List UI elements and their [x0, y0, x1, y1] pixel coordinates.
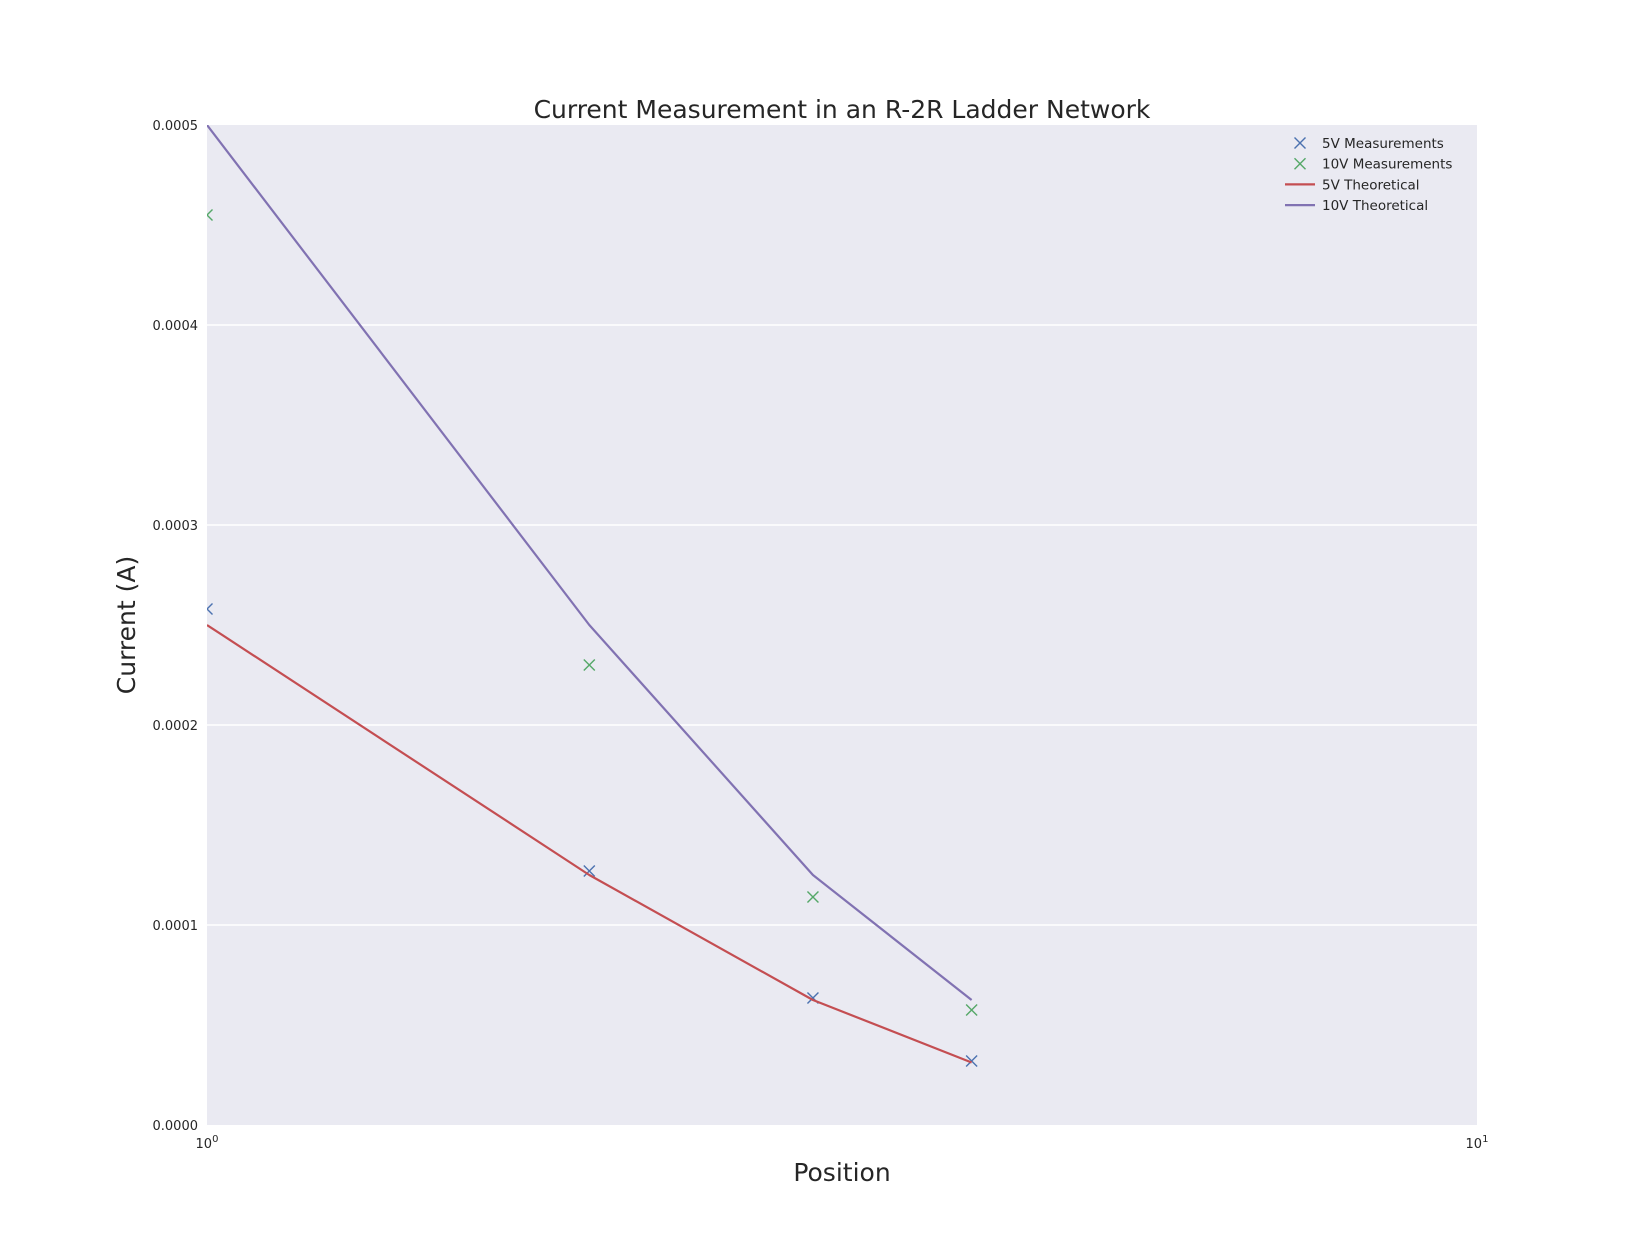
legend: 5V Measurements 10V Measurements 5V Theore… [1285, 136, 1452, 214]
y-axis-label: Current (A) [112, 556, 141, 694]
x-tick-label: 101 [1466, 1134, 1489, 1152]
data-point-10v-measurements [583, 659, 596, 671]
plot-area [207, 125, 1477, 1125]
chart-title: Current Measurement in an R-2R Ladder Ne… [534, 95, 1151, 124]
marker-stroke [1294, 157, 1306, 170]
series-layer [207, 125, 978, 1067]
tick-labels: 0.0000 0.0001 0.0002 0.0003 0.0004 0.0005 100 1… [153, 119, 1489, 1152]
series-line-5v-theoretical [207, 624, 973, 1064]
marker-stroke [806, 891, 819, 903]
marker-stroke [965, 1004, 978, 1016]
marker-stroke [207, 209, 213, 216]
y-tick-label: 0.0001 [153, 919, 199, 934]
grid-lines [207, 324, 1477, 926]
legend-swatch-5v-measurements [1294, 137, 1306, 149]
y-tick-label: 0.0003 [153, 519, 199, 534]
data-point-5v-measurements [583, 865, 596, 877]
marker-stroke [965, 1055, 978, 1067]
marker-stroke [207, 608, 213, 615]
data-point-5v-measurements [965, 1055, 978, 1067]
marker-stroke [583, 659, 596, 671]
data-point-10v-measurements [965, 1004, 978, 1016]
legend-label-10v-measurements: 10V Measurements [1322, 157, 1452, 173]
y-tick-label: 0.0005 [153, 119, 199, 134]
marker-stroke [583, 865, 596, 877]
legend-label-5v-measurements: 5V Measurements [1322, 136, 1444, 152]
x-axis-label: Position [793, 1158, 890, 1187]
data-point-5v-measurements [207, 603, 213, 615]
marker-stroke [207, 214, 213, 221]
marker-stroke [1294, 137, 1306, 149]
legend-label-10v-theoretical: 10V Theoretical [1322, 198, 1428, 214]
y-tick-label: 0.0000 [153, 1119, 199, 1134]
marker-stroke [207, 603, 213, 610]
legend-label-5v-theoretical: 5V Theoretical [1322, 177, 1420, 193]
series-line-10v-theoretical [207, 125, 973, 1001]
x-tick-label: 100 [196, 1134, 219, 1152]
data-point-10v-measurements [806, 891, 819, 903]
y-tick-label: 0.0004 [153, 319, 199, 334]
marker-stroke [806, 992, 819, 1004]
y-tick-label: 0.0002 [153, 719, 199, 734]
legend-swatch-10v-measurements [1294, 157, 1306, 170]
data-point-10v-measurements [207, 209, 213, 221]
